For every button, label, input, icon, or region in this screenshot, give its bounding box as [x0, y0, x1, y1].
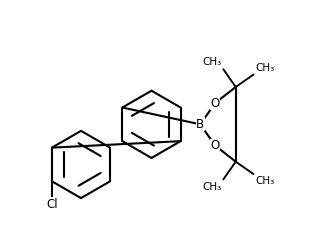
Text: CH₃: CH₃ — [203, 182, 222, 192]
Text: O: O — [210, 139, 220, 152]
Text: CH₃: CH₃ — [203, 57, 222, 67]
Text: CH₃: CH₃ — [256, 63, 275, 73]
Text: Cl: Cl — [46, 198, 58, 210]
Text: CH₃: CH₃ — [256, 176, 275, 186]
Text: B: B — [196, 118, 204, 131]
Text: O: O — [210, 96, 220, 109]
